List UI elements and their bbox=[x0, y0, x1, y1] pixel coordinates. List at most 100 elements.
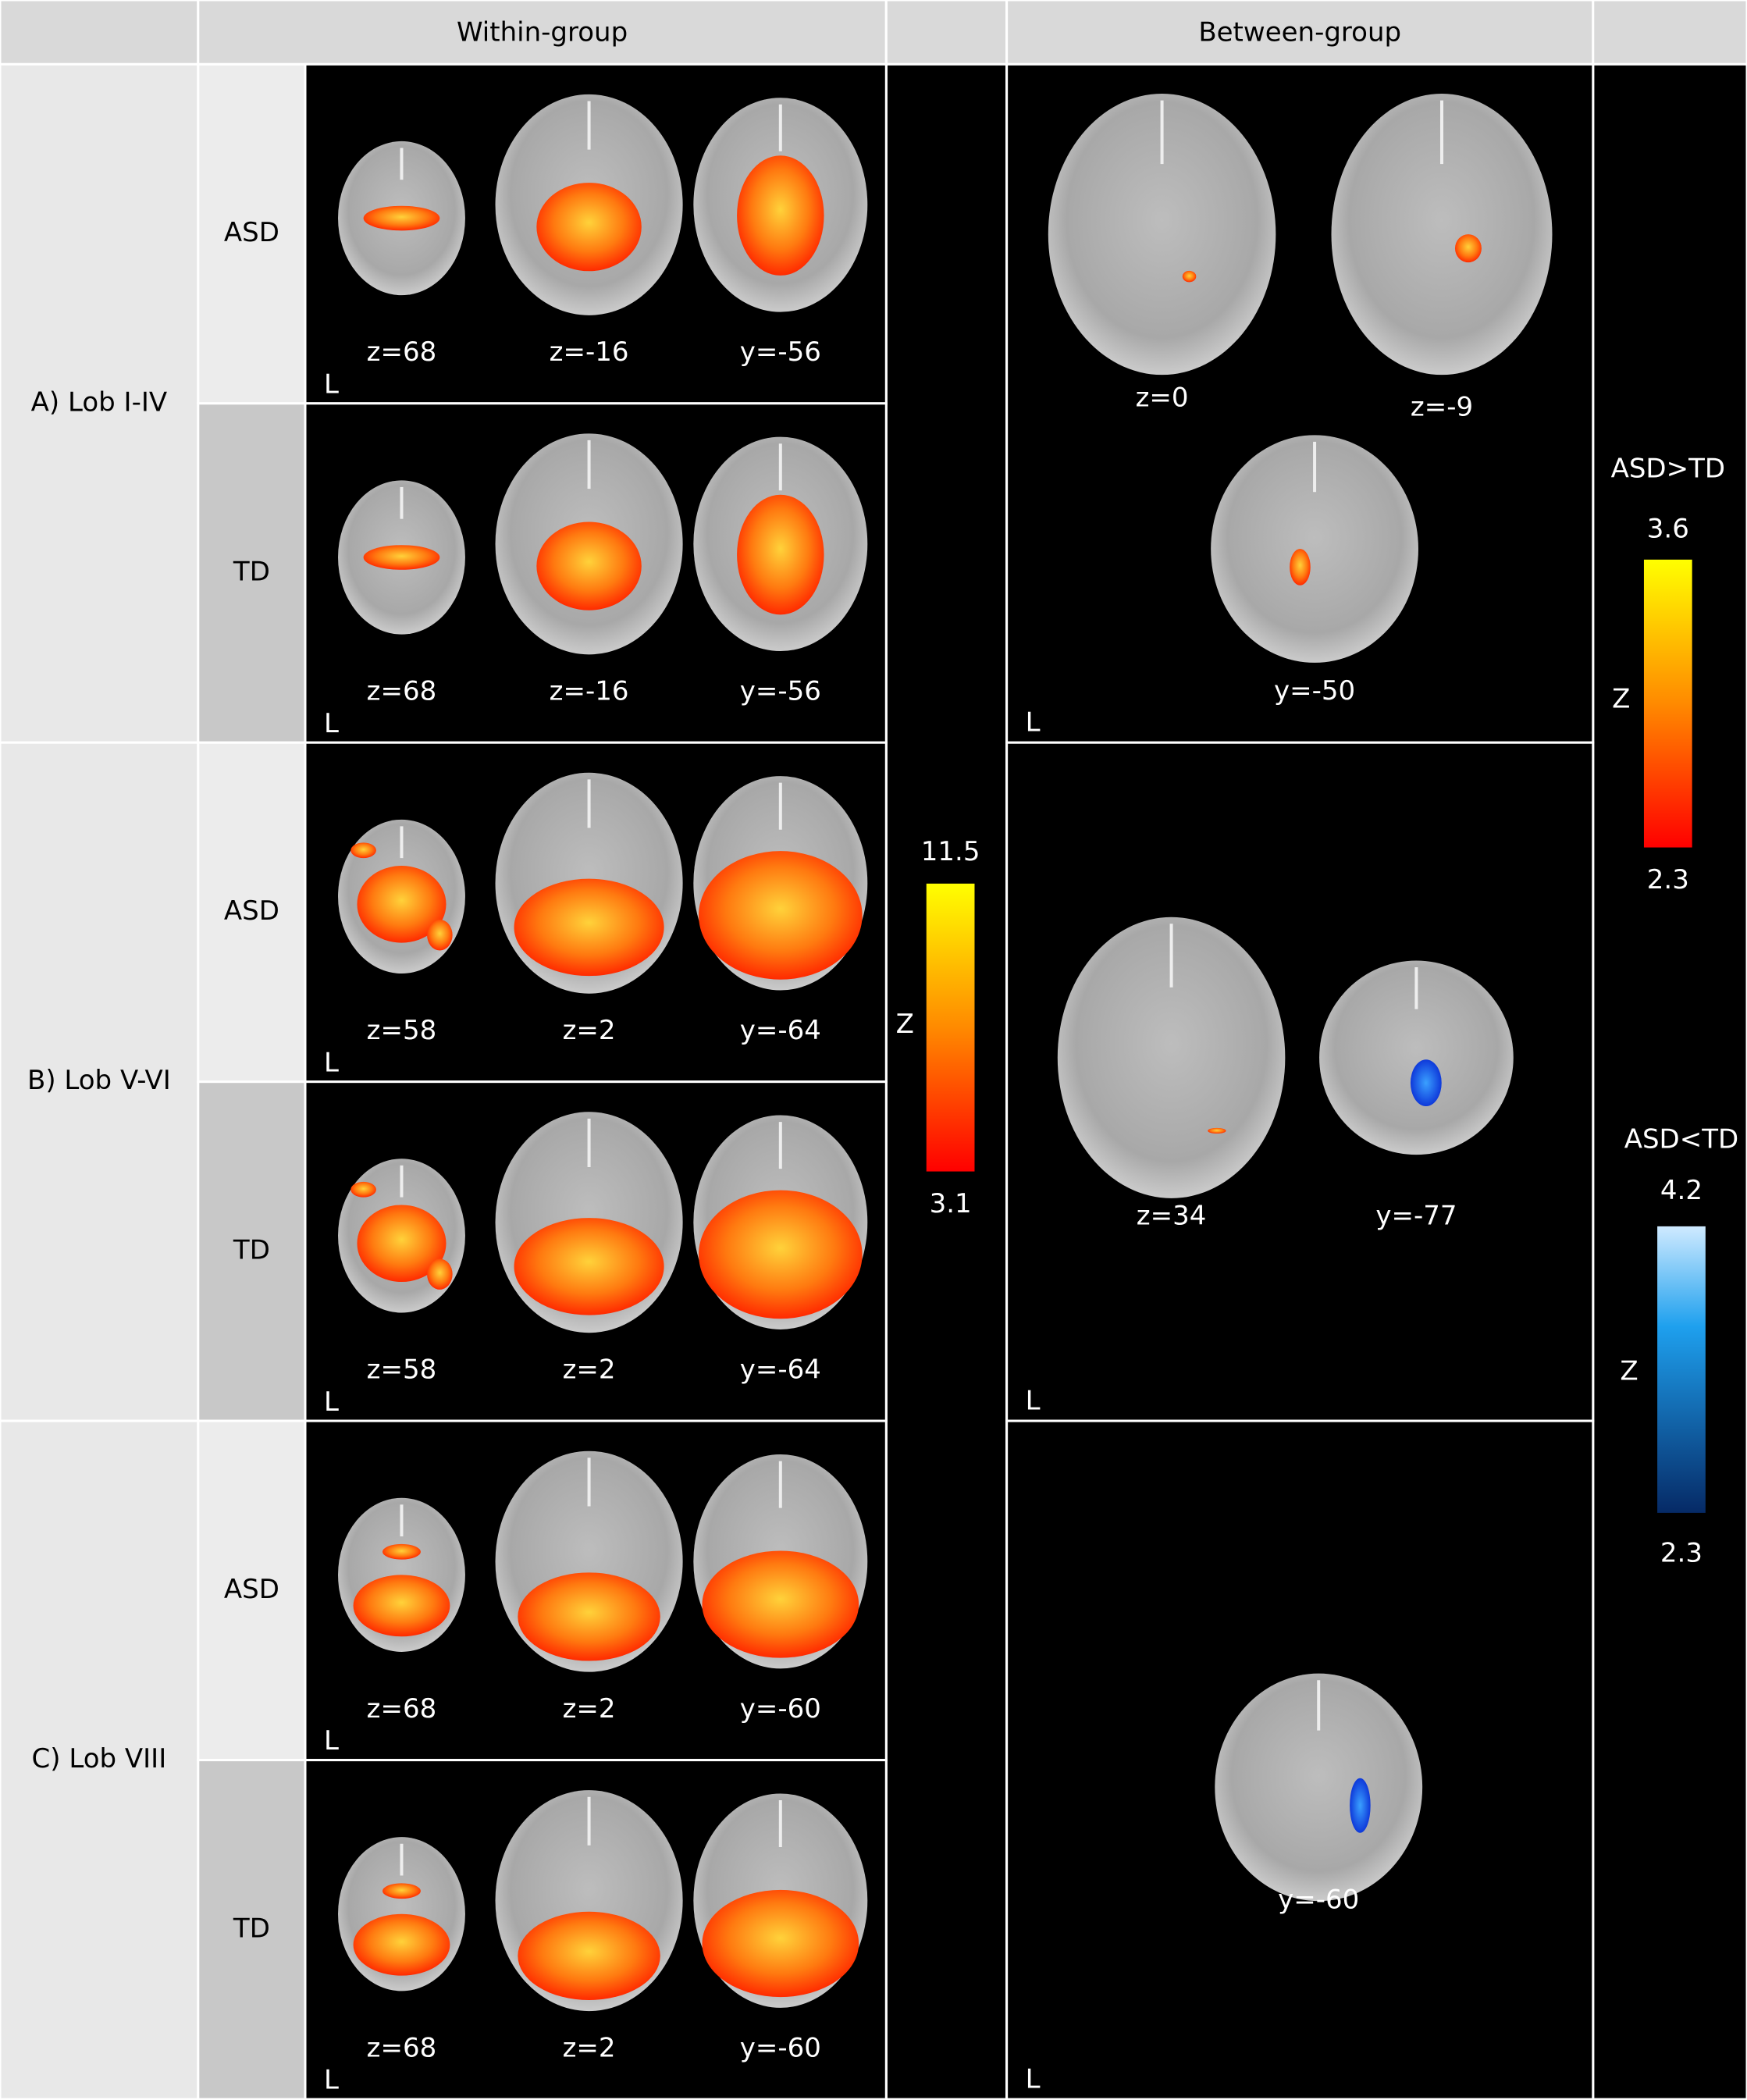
slice-label: z=2 bbox=[563, 1354, 616, 1386]
slice-label: z=0 bbox=[1136, 383, 1189, 414]
activation-blob bbox=[427, 1258, 453, 1290]
colorbar-min: 2.3 bbox=[1660, 1538, 1703, 1569]
activation-blob bbox=[363, 545, 440, 570]
slice-label: z=34 bbox=[1137, 1200, 1207, 1231]
group-label: ASD bbox=[224, 895, 279, 927]
slice-label: z=68 bbox=[367, 336, 437, 368]
header-cell bbox=[1592, 0, 1747, 66]
activation-blob bbox=[536, 521, 642, 610]
row-label-cell bbox=[0, 62, 200, 744]
brain-slice bbox=[1211, 435, 1418, 663]
side-label: L bbox=[1026, 2064, 1041, 2095]
colorbar-min: 3.1 bbox=[930, 1188, 972, 1219]
slice-label: y=-50 bbox=[1274, 675, 1355, 707]
colorbar-panel bbox=[1592, 62, 1747, 2100]
side-label: L bbox=[1026, 707, 1041, 739]
activation-blob bbox=[699, 851, 863, 980]
slice-label: y=-77 bbox=[1375, 1200, 1457, 1231]
colorbar-label: Z bbox=[1620, 1355, 1638, 1386]
brain-slice bbox=[1215, 1673, 1423, 1902]
slice-label: y=-64 bbox=[740, 1015, 821, 1046]
slice-label: y=-56 bbox=[740, 336, 821, 368]
activation-blob bbox=[382, 1543, 421, 1560]
slice-label: y=-60 bbox=[740, 2033, 821, 2064]
activation-blob bbox=[737, 494, 824, 615]
activation-blob bbox=[357, 1205, 447, 1283]
activation-blob bbox=[1208, 1127, 1226, 1134]
slice-label: z=58 bbox=[367, 1354, 437, 1386]
colorbar-label: Z bbox=[1612, 683, 1630, 714]
slice-label: z=68 bbox=[367, 1693, 437, 1724]
activation-blob bbox=[427, 920, 453, 951]
group-label: TD bbox=[233, 1913, 270, 1944]
activation-blob bbox=[353, 1575, 450, 1637]
side-label: L bbox=[324, 1386, 339, 1418]
side-label: L bbox=[324, 368, 339, 400]
group-label: TD bbox=[233, 1234, 270, 1265]
slice-label: z=58 bbox=[367, 1015, 437, 1046]
colorbar bbox=[1643, 559, 1692, 848]
colorbar-label: Z bbox=[896, 1009, 914, 1040]
colorbar-max: 4.2 bbox=[1660, 1175, 1703, 1206]
side-label: L bbox=[324, 708, 339, 739]
row-label-cell bbox=[0, 1419, 200, 2100]
activation-blob bbox=[536, 183, 642, 272]
colorbar-max: 11.5 bbox=[921, 836, 980, 867]
slice-label: y=-64 bbox=[740, 1354, 821, 1386]
slice-label: z=2 bbox=[563, 2033, 616, 2064]
colorbar bbox=[1657, 1226, 1706, 1513]
activation-blob bbox=[514, 878, 664, 977]
group-label: ASD bbox=[224, 1574, 279, 1605]
side-label: L bbox=[1026, 1386, 1041, 1417]
activation-blob bbox=[1290, 549, 1311, 586]
activation-blob bbox=[702, 1889, 859, 1998]
colorbar bbox=[926, 883, 975, 1172]
activation-blob bbox=[514, 1218, 664, 1315]
colorbar-title: ASD<TD bbox=[1624, 1124, 1738, 1155]
header-title: Between-group bbox=[1198, 16, 1401, 48]
slice-label: y=-60 bbox=[740, 1693, 821, 1724]
activation-blob bbox=[1182, 270, 1197, 283]
activation-blob bbox=[353, 1913, 450, 1976]
row-label: C) Lob VIII bbox=[32, 1743, 167, 1774]
header-cell bbox=[0, 0, 200, 66]
activation-blob bbox=[1350, 1778, 1371, 1833]
slice-label: z=2 bbox=[563, 1015, 616, 1046]
slice-label: y=-56 bbox=[740, 676, 821, 707]
slice-label: y=-60 bbox=[1278, 1885, 1359, 1916]
activation-blob bbox=[350, 1181, 376, 1198]
group-label: ASD bbox=[224, 217, 279, 248]
slice-label: z=-9 bbox=[1411, 392, 1473, 423]
group-label-cell bbox=[197, 1080, 307, 1422]
group-label: TD bbox=[233, 556, 270, 587]
activation-blob bbox=[382, 1883, 421, 1899]
side-label: L bbox=[324, 2065, 339, 2096]
group-label-cell bbox=[197, 741, 307, 1084]
header-cell bbox=[884, 0, 1009, 66]
header-title: Within-group bbox=[457, 16, 628, 48]
header-cell bbox=[1005, 0, 1595, 66]
activation-blob bbox=[363, 205, 440, 231]
activation-blob bbox=[1410, 1059, 1442, 1106]
slice-label: z=-16 bbox=[550, 676, 629, 707]
activation-blob bbox=[699, 1190, 863, 1319]
brain-slice bbox=[1331, 94, 1553, 376]
activation-blob bbox=[518, 1572, 660, 1661]
activation-blob bbox=[737, 155, 824, 276]
activation-blob bbox=[1454, 234, 1482, 263]
header-cell bbox=[197, 0, 888, 66]
colorbar-min: 2.3 bbox=[1647, 864, 1689, 895]
slice-label: z=68 bbox=[367, 2033, 437, 2064]
colorbar-max: 3.6 bbox=[1647, 514, 1689, 545]
activation-blob bbox=[350, 842, 376, 859]
slice-label: z=-16 bbox=[550, 336, 629, 368]
group-label-cell bbox=[197, 62, 307, 405]
activation-blob bbox=[702, 1550, 859, 1658]
group-label-cell bbox=[197, 1419, 307, 1762]
row-label-cell bbox=[0, 741, 200, 1422]
row-label: A) Lob I-IV bbox=[31, 386, 167, 418]
slice-label: z=68 bbox=[367, 676, 437, 707]
side-label: L bbox=[324, 1725, 339, 1757]
